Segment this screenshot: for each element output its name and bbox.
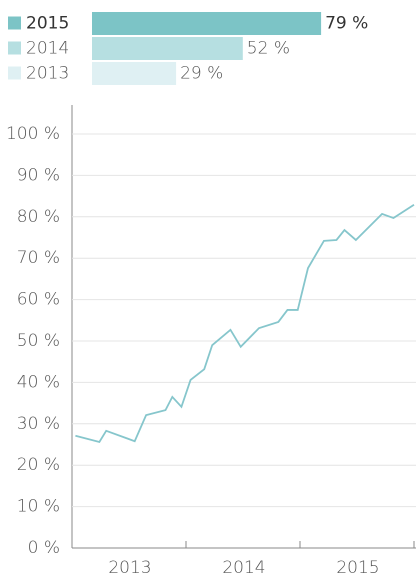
legend-swatch	[8, 66, 21, 80]
bar	[92, 62, 177, 85]
y-tick-label: 60 %	[17, 290, 60, 310]
value-label: 52 %	[247, 39, 290, 59]
legend-swatch	[8, 16, 21, 30]
bar	[92, 37, 243, 60]
x-tick-label: 2013	[108, 558, 151, 578]
value-label: 29 %	[180, 64, 223, 84]
y-tick-label: 80 %	[17, 207, 60, 227]
y-tick-label: 40 %	[17, 372, 60, 392]
y-tick-label: 50 %	[17, 331, 60, 351]
y-tick-label: 90 %	[17, 165, 60, 185]
y-tick-label: 30 %	[17, 414, 60, 434]
x-tick-label: 2014	[222, 558, 265, 578]
y-tick-label: 100 %	[6, 124, 60, 144]
category-label: 2015	[26, 14, 69, 34]
bar	[92, 12, 322, 35]
category-label: 2013	[26, 64, 69, 84]
legend-swatch	[8, 41, 21, 55]
y-tick-label: 0 %	[28, 538, 60, 558]
value-label: 79 %	[325, 14, 368, 34]
line	[75, 204, 415, 444]
y-tick-label: 10 %	[17, 497, 60, 517]
y-tick-label: 20 %	[17, 455, 60, 475]
y-tick-label: 70 %	[17, 248, 60, 268]
category-label: 2014	[26, 39, 69, 59]
x-tick-label: 2015	[336, 558, 379, 578]
